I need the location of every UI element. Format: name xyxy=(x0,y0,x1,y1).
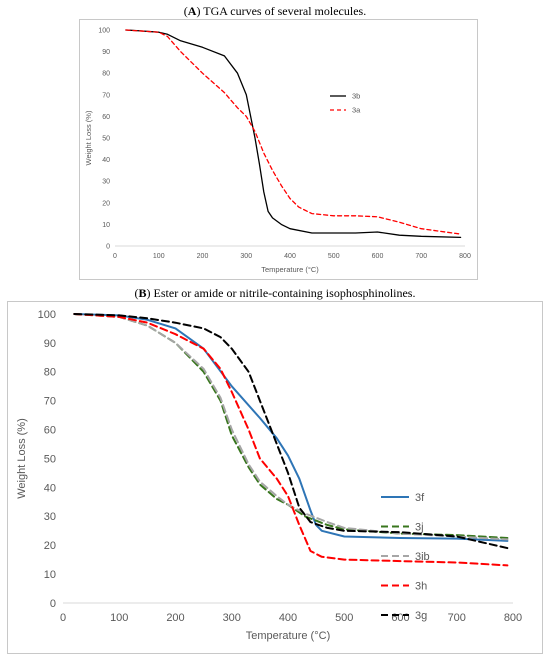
caption-b-text: Ester or amide or nitrile-containing iso… xyxy=(150,286,416,300)
caption-b-label: B xyxy=(138,286,147,300)
chart-b-panel: 0 100 200 300 400 500 600 700 800 0 10 20 30 40 50 60 70… xyxy=(7,301,543,654)
y-tick-label: 0 xyxy=(50,598,56,610)
x-tick-label: 300 xyxy=(223,612,241,624)
y-tick-label: 70 xyxy=(102,92,110,99)
legend-label-3j: 3j xyxy=(415,521,424,533)
y-axis-title: Weight Loss (%) xyxy=(84,110,93,165)
series-line-3b xyxy=(125,29,462,239)
caption-a-text: TGA curves of several molecules. xyxy=(200,4,367,18)
x-tick-label: 200 xyxy=(197,253,209,260)
y-tick-label: 100 xyxy=(98,27,110,34)
caption-a: (A) TGA curves of several molecules. xyxy=(183,4,367,18)
legend-label-3ib: 3ib xyxy=(415,551,430,563)
x-tick-label: 600 xyxy=(391,612,409,624)
y-tick-label: 20 xyxy=(44,540,56,552)
x-tick-label: 100 xyxy=(153,253,165,260)
legend-label-3g: 3g xyxy=(415,610,427,622)
y-tick-label: 60 xyxy=(44,424,56,436)
x-axis-title: Temperature (°C) xyxy=(246,630,330,642)
y-tick-label: 50 xyxy=(102,135,110,142)
x-tick-label: 200 xyxy=(166,612,184,624)
x-tick-label: 500 xyxy=(328,253,340,260)
x-tick-label: 300 xyxy=(240,253,252,260)
y-tick-label: 50 xyxy=(44,453,56,465)
y-tick-label: 70 xyxy=(44,396,56,408)
series-line-3ib xyxy=(73,313,509,541)
x-tick-label: 100 xyxy=(110,612,128,624)
y-tick-label: 100 xyxy=(38,309,56,321)
x-tick-label: 700 xyxy=(448,612,466,624)
y-tick-label: 20 xyxy=(102,200,110,207)
x-tick-label: 400 xyxy=(279,612,297,624)
legend-label-3f: 3f xyxy=(415,492,425,504)
legend-label-3b: 3b xyxy=(352,92,360,101)
series-line-3a xyxy=(125,29,462,235)
series-line-3h xyxy=(73,313,509,567)
x-tick-label: 400 xyxy=(284,253,296,260)
caption-b: (B) Ester or amide or nitrile-containing… xyxy=(134,286,416,300)
y-tick-label: 30 xyxy=(44,511,56,523)
series-line-3g xyxy=(73,313,509,550)
y-tick-label: 90 xyxy=(44,338,56,350)
y-axis-title: Weight Loss (%) xyxy=(16,418,28,499)
chart-a-svg: 0 100 200 300 400 500 600 700 800 0 10 20 30 40 50 60 70… xyxy=(84,27,471,274)
y-tick-label: 40 xyxy=(102,157,110,164)
y-tick-label: 10 xyxy=(102,222,110,229)
x-axis-title: Temperature (°C) xyxy=(261,265,319,274)
y-tick-label: 40 xyxy=(44,482,56,494)
caption-a-label: A xyxy=(187,4,197,18)
series-line-3f xyxy=(73,313,509,542)
y-tick-label: 90 xyxy=(102,49,110,56)
x-tick-label: 800 xyxy=(459,253,471,260)
y-tick-label: 10 xyxy=(44,569,56,581)
x-tick-label: 700 xyxy=(415,253,427,260)
y-tick-label: 80 xyxy=(44,367,56,379)
x-tick-label: 600 xyxy=(372,253,384,260)
y-tick-label: 0 xyxy=(106,243,110,250)
x-tick-label: 800 xyxy=(504,612,522,624)
legend-label-3h: 3h xyxy=(415,580,427,592)
y-tick-label: 30 xyxy=(102,179,110,186)
chart-b-svg: 0 100 200 300 400 500 600 700 800 0 10 20 30 40 50 60 70… xyxy=(16,309,522,642)
x-tick-label: 0 xyxy=(60,612,66,624)
chart-a-panel: 0 100 200 300 400 500 600 700 800 0 10 20 30 40 50 60 70… xyxy=(79,19,478,280)
x-tick-label: 500 xyxy=(335,612,353,624)
x-tick-label: 0 xyxy=(113,253,117,260)
y-tick-label: 80 xyxy=(102,71,110,78)
legend-label-3a: 3a xyxy=(352,106,361,115)
y-tick-label: 60 xyxy=(102,114,110,121)
